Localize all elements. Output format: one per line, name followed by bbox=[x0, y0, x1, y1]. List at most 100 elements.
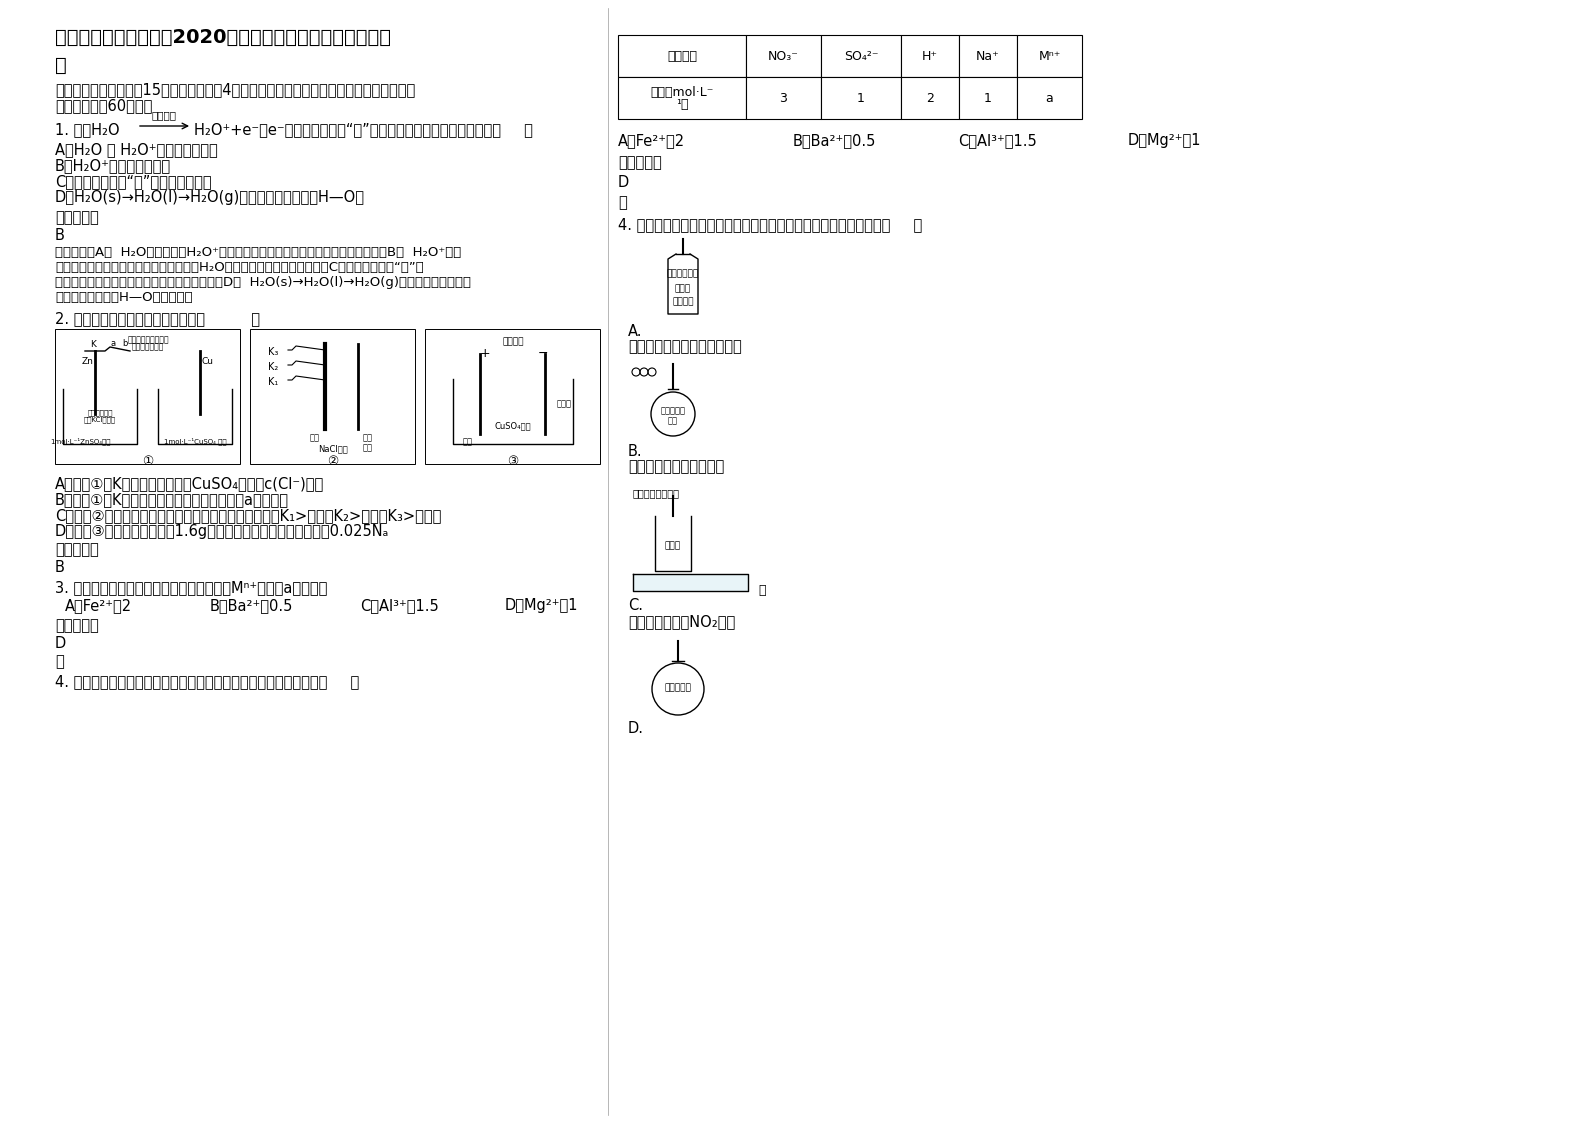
Text: H₂O⁺+e⁻，e⁻被水分子形成的“网”所捕获。下列有关说法正确的是（     ）: H₂O⁺+e⁻，e⁻被水分子形成的“网”所捕获。下列有关说法正确的是（ ） bbox=[194, 122, 533, 137]
Text: 稀盐酸: 稀盐酸 bbox=[674, 284, 690, 293]
Text: 盐桥（琼脂＋: 盐桥（琼脂＋ bbox=[87, 410, 113, 415]
Text: 离子，很容易从外界获得一个电子，形成H₂O，故有较强的氧化性，正确；C．水分子形成的“网”是: 离子，很容易从外界获得一个电子，形成H₂O，故有较强的氧化性，正确；C．水分子形… bbox=[56, 261, 424, 274]
Bar bbox=[746, 77, 820, 119]
Text: 水: 水 bbox=[759, 583, 765, 597]
Text: 略: 略 bbox=[56, 654, 63, 669]
Text: 浓的碳酸钠: 浓的碳酸钠 bbox=[660, 406, 686, 415]
Text: 碳酸、苯酚酸性强弱比较: 碳酸、苯酚酸性强弱比较 bbox=[628, 459, 724, 473]
Text: B．Ba²⁺、0.5: B．Ba²⁺、0.5 bbox=[209, 598, 294, 613]
Text: 一、单选题（本大题共15个小题，每小题4分。在每小题给出的四个选项中，只有一项符合: 一、单选题（本大题共15个小题，每小题4分。在每小题给出的四个选项中，只有一项符… bbox=[56, 82, 416, 96]
Text: 2: 2 bbox=[927, 92, 933, 104]
Text: 制备氢氧化亚铁并观察其颜色: 制备氢氧化亚铁并观察其颜色 bbox=[628, 339, 741, 355]
Bar bbox=[746, 35, 820, 77]
Text: A．装置①中K键闭合时，片刻后CuSO₄溶液中c(Cl⁻)增大: A．装置①中K键闭合时，片刻后CuSO₄溶液中c(Cl⁻)增大 bbox=[56, 476, 324, 491]
Text: 铜片: 铜片 bbox=[463, 436, 473, 447]
Text: Mⁿ⁺: Mⁿ⁺ bbox=[1038, 49, 1060, 63]
Text: 1: 1 bbox=[984, 92, 992, 104]
Text: A．Fe²⁺、2: A．Fe²⁺、2 bbox=[617, 134, 686, 148]
Text: a: a bbox=[1046, 92, 1054, 104]
Text: Zn: Zn bbox=[83, 357, 94, 366]
Text: D．装置③中当铜制品上析出1.6g铜时，电源负极输出的电子数为0.025Nₐ: D．装置③中当铜制品上析出1.6g铜时，电源负极输出的电子数为0.025Nₐ bbox=[56, 524, 389, 539]
Text: C.: C. bbox=[628, 598, 643, 613]
Text: B．装置①中K键闭合时，片刻后可观察到滤纸a点变红色: B．装置①中K键闭合时，片刻后可观察到滤纸a点变红色 bbox=[56, 493, 289, 507]
Text: SO₄²⁻: SO₄²⁻ bbox=[844, 49, 878, 63]
Text: Na⁺: Na⁺ bbox=[976, 49, 1000, 63]
Text: 用饱和硫酸钠、酚酞: 用饱和硫酸钠、酚酞 bbox=[127, 335, 168, 344]
Text: 高能射线: 高能射线 bbox=[152, 110, 178, 120]
Text: 参考答案：: 参考答案： bbox=[56, 210, 98, 226]
Bar bbox=[901, 77, 959, 119]
Text: NO₃⁻: NO₃⁻ bbox=[768, 49, 798, 63]
Bar bbox=[820, 77, 901, 119]
Text: 参考答案：: 参考答案： bbox=[617, 155, 662, 171]
Bar bbox=[425, 329, 600, 465]
Text: 饱和食盐水: 饱和食盐水 bbox=[665, 683, 692, 692]
Text: b: b bbox=[122, 339, 127, 348]
Text: D．Mg²⁺、1: D．Mg²⁺、1 bbox=[505, 598, 579, 613]
Text: ③: ③ bbox=[508, 456, 519, 468]
Text: 铜制品: 铜制品 bbox=[557, 399, 571, 408]
Text: 1: 1 bbox=[857, 92, 865, 104]
Bar bbox=[820, 35, 901, 77]
Text: +: + bbox=[479, 347, 490, 360]
Text: 3: 3 bbox=[779, 92, 787, 104]
Text: 化，其中不会破坏H—O键，错误。: 化，其中不会破坏H—O键，错误。 bbox=[56, 291, 192, 304]
Bar bbox=[1017, 77, 1082, 119]
Text: K₃: K₃ bbox=[268, 347, 278, 357]
Bar bbox=[617, 77, 746, 119]
Text: 浓硝酸: 浓硝酸 bbox=[665, 541, 681, 550]
Text: 参考答案：: 参考答案： bbox=[56, 618, 98, 633]
Text: D: D bbox=[617, 175, 630, 190]
Text: 溶液: 溶液 bbox=[668, 416, 678, 425]
Text: 所含离子: 所含离子 bbox=[667, 49, 697, 63]
Text: 四川省达州市陶成中学2020年高三化学下学期期末试卷含解: 四川省达州市陶成中学2020年高三化学下学期期末试卷含解 bbox=[56, 28, 390, 47]
Bar bbox=[617, 35, 746, 77]
Text: 一种分子间作用力，不是一种新化合物，错误；D．  H₂O(s)→H₂O(l)→H₂O(g)的变化过程是物理变: 一种分子间作用力，不是一种新化合物，错误；D． H₂O(s)→H₂O(l)→H₂… bbox=[56, 276, 471, 289]
Text: D.: D. bbox=[628, 721, 644, 736]
Text: A．Fe²⁺、2: A．Fe²⁺、2 bbox=[65, 598, 132, 613]
Text: 1. 已知H₂O: 1. 已知H₂O bbox=[56, 122, 119, 137]
Text: K: K bbox=[90, 340, 95, 349]
Text: ②: ② bbox=[327, 456, 338, 468]
Text: C．Al³⁺、1.5: C．Al³⁺、1.5 bbox=[360, 598, 438, 613]
Text: 4. 正确的实验操作是实验成功的重要因素，下列实验操作正确的是（     ）: 4. 正确的实验操作是实验成功的重要因素，下列实验操作正确的是（ ） bbox=[56, 674, 359, 689]
Text: 亚铁溶液: 亚铁溶液 bbox=[673, 297, 694, 306]
Text: D: D bbox=[56, 636, 67, 651]
Text: Cu: Cu bbox=[202, 357, 213, 366]
Text: 2. 下列装置图及有关说法正确的是（          ）: 2. 下列装置图及有关说法正确的是（ ） bbox=[56, 311, 260, 327]
Bar bbox=[1017, 35, 1082, 77]
Text: 制备并收集少量NO₂气体: 制备并收集少量NO₂气体 bbox=[628, 614, 735, 629]
Text: B．Ba²⁺、0.5: B．Ba²⁺、0.5 bbox=[794, 134, 876, 148]
Text: 题目要求，共60分。）: 题目要求，共60分。） bbox=[56, 98, 152, 113]
Text: D．H₂O(s)→H₂O(l)→H₂O(g)的变化过程中会破坏H—O键: D．H₂O(s)→H₂O(l)→H₂O(g)的变化过程中会破坏H—O键 bbox=[56, 190, 365, 205]
Text: C．装置②中铁棒磁铁的磁度由大到小的顺序是：只闭合K₁>只闭合K₂>只闭合K₃>都断开: C．装置②中铁棒磁铁的磁度由大到小的顺序是：只闭合K₁>只闭合K₂>只闭合K₃>… bbox=[56, 508, 441, 523]
Text: 溶液浸湿的滤纸: 溶液浸湿的滤纸 bbox=[132, 342, 163, 351]
Text: 氢氧化钠溶液: 氢氧化钠溶液 bbox=[667, 269, 700, 278]
Text: 1mol·L⁻¹ZnSO₄溶液: 1mol·L⁻¹ZnSO₄溶液 bbox=[49, 436, 110, 444]
Text: K₂: K₂ bbox=[268, 362, 278, 373]
Text: H⁺: H⁺ bbox=[922, 49, 938, 63]
Text: C．Al³⁺、1.5: C．Al³⁺、1.5 bbox=[959, 134, 1036, 148]
Text: 饱和KCl溶液）: 饱和KCl溶液） bbox=[84, 416, 116, 423]
Text: ¹）: ¹） bbox=[676, 98, 689, 110]
Text: B．H₂O⁺有较强的氧化性: B．H₂O⁺有较强的氧化性 bbox=[56, 158, 171, 173]
Text: B: B bbox=[56, 560, 65, 574]
Text: K₁: K₁ bbox=[268, 377, 278, 387]
Text: 直流电源: 直流电源 bbox=[501, 337, 524, 346]
Text: a: a bbox=[111, 339, 116, 348]
Text: CuSO₄溶液: CuSO₄溶液 bbox=[495, 421, 532, 430]
Text: 多孔
石墨: 多孔 石墨 bbox=[363, 433, 373, 452]
Text: B.: B. bbox=[628, 444, 643, 459]
Text: B: B bbox=[56, 228, 65, 243]
Text: 1mol·L⁻¹CuSO₄ 溶液: 1mol·L⁻¹CuSO₄ 溶液 bbox=[163, 436, 227, 444]
Text: 参考答案：: 参考答案： bbox=[56, 542, 98, 557]
Text: D．Mg²⁺、1: D．Mg²⁺、1 bbox=[1128, 134, 1201, 148]
Bar bbox=[959, 35, 1017, 77]
Bar bbox=[901, 35, 959, 77]
Bar bbox=[959, 77, 1017, 119]
Text: ①: ① bbox=[143, 456, 154, 468]
Text: 试题分析：A．  H₂O是分子，而H₂O⁺是离子，因此二者不能互为同分异构体，错误；B．  H₂O⁺是阳: 试题分析：A． H₂O是分子，而H₂O⁺是离子，因此二者不能互为同分异构体，错误… bbox=[56, 246, 462, 259]
Text: A．H₂O 和 H₂O⁺互为同分异构体: A．H₂O 和 H₂O⁺互为同分异构体 bbox=[56, 142, 217, 157]
Text: −: − bbox=[538, 347, 548, 360]
Bar bbox=[251, 329, 414, 465]
